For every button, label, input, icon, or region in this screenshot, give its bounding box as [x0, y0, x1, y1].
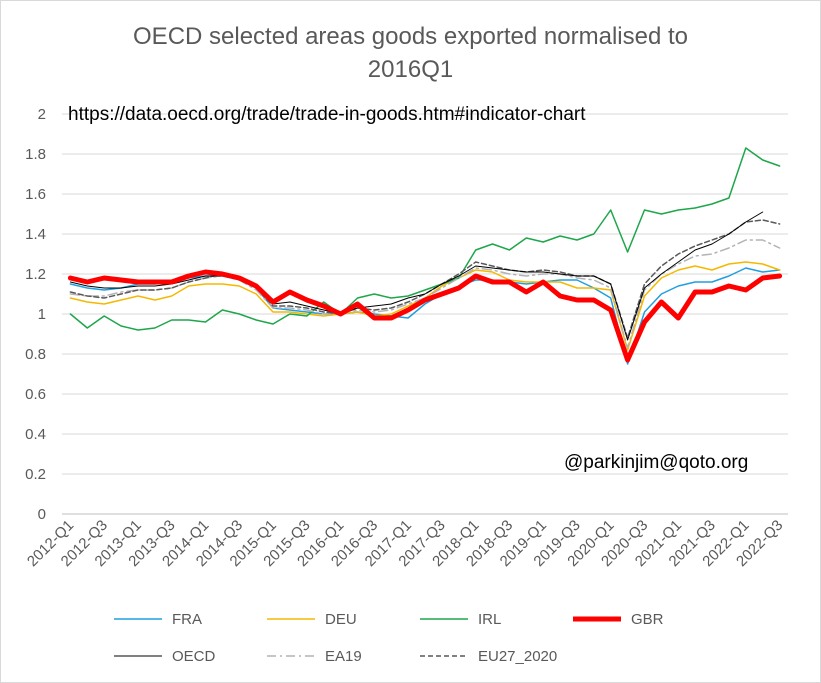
- y-tick-label: 1.8: [25, 146, 46, 163]
- legend-swatch: [573, 616, 621, 622]
- chart-title: OECD selected areas goods exported norma…: [0, 20, 821, 86]
- legend-label: EU27_2020: [478, 647, 558, 665]
- series-line-eu27_2020: [69, 219, 781, 339]
- y-tick-label: 0.4: [25, 426, 46, 443]
- y-tick-label: 0.2: [25, 466, 46, 483]
- chart-title-line-2: 2016Q1: [367, 56, 454, 83]
- y-tick-label: 1.6: [25, 186, 46, 203]
- legend-item-oecd: OECD: [112, 645, 215, 667]
- legend-swatch: [420, 655, 468, 657]
- source-url-annotation: https://data.oecd.org/trade/trade-in-goo…: [68, 104, 586, 125]
- legend-item-irl: IRL: [418, 608, 501, 630]
- y-tick-label: 1: [38, 306, 46, 323]
- y-tick-label: 1.2: [25, 266, 46, 283]
- legend-label: GBR: [631, 610, 664, 628]
- legend-item-gbr: GBR: [571, 608, 664, 630]
- legend-label: OECD: [172, 647, 216, 665]
- y-tick-label: 2: [38, 106, 46, 123]
- legend-swatch: [114, 618, 162, 620]
- legend-swatch: [114, 655, 162, 657]
- author-credit-annotation: @parkinjim@qoto.org: [564, 452, 749, 473]
- y-tick-label: 1.4: [25, 226, 46, 243]
- legend-label: IRL: [478, 610, 502, 628]
- legend-item-fra: FRA: [112, 608, 202, 630]
- y-tick-label: 0.6: [25, 386, 46, 403]
- series-line-gbr: [67, 269, 783, 363]
- legend-item-deu: DEU: [265, 608, 357, 630]
- legend-label: DEU: [325, 610, 357, 628]
- legend-item-ea19: EA19: [265, 645, 362, 667]
- legend-item-eu27_2020: EU27_2020: [418, 645, 557, 667]
- legend-swatch: [420, 618, 468, 620]
- series-line-irl: [69, 147, 781, 331]
- y-axis-ticks: 0 0.2 0.4 0.6 0.8 1 1.2 1.4 1.6 1.8 2: [25, 106, 46, 523]
- y-tick-label: 0: [38, 506, 46, 523]
- series-lines: [67, 147, 783, 365]
- legend-swatch: [267, 618, 315, 620]
- y-tick-label: 0.8: [25, 346, 46, 363]
- legend-label: FRA: [172, 610, 202, 628]
- legend-swatch: [267, 655, 315, 657]
- gridlines: [62, 113, 788, 515]
- chart-title-line-1: OECD selected areas goods exported norma…: [133, 23, 688, 50]
- legend-label: EA19: [325, 647, 362, 665]
- series-line-oecd: [69, 211, 764, 341]
